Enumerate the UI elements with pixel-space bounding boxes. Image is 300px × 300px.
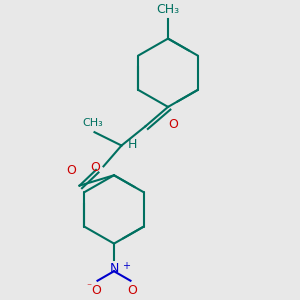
Text: O: O	[91, 284, 101, 297]
Text: H: H	[128, 138, 137, 151]
Text: O: O	[127, 284, 137, 297]
Text: N: N	[109, 262, 119, 275]
Text: O: O	[91, 161, 100, 174]
Text: CH₃: CH₃	[82, 118, 103, 128]
Text: O: O	[67, 164, 76, 177]
Text: CH₃: CH₃	[156, 3, 180, 16]
Text: +: +	[122, 260, 130, 271]
Text: ⁻: ⁻	[86, 282, 92, 292]
Text: O: O	[168, 118, 178, 131]
